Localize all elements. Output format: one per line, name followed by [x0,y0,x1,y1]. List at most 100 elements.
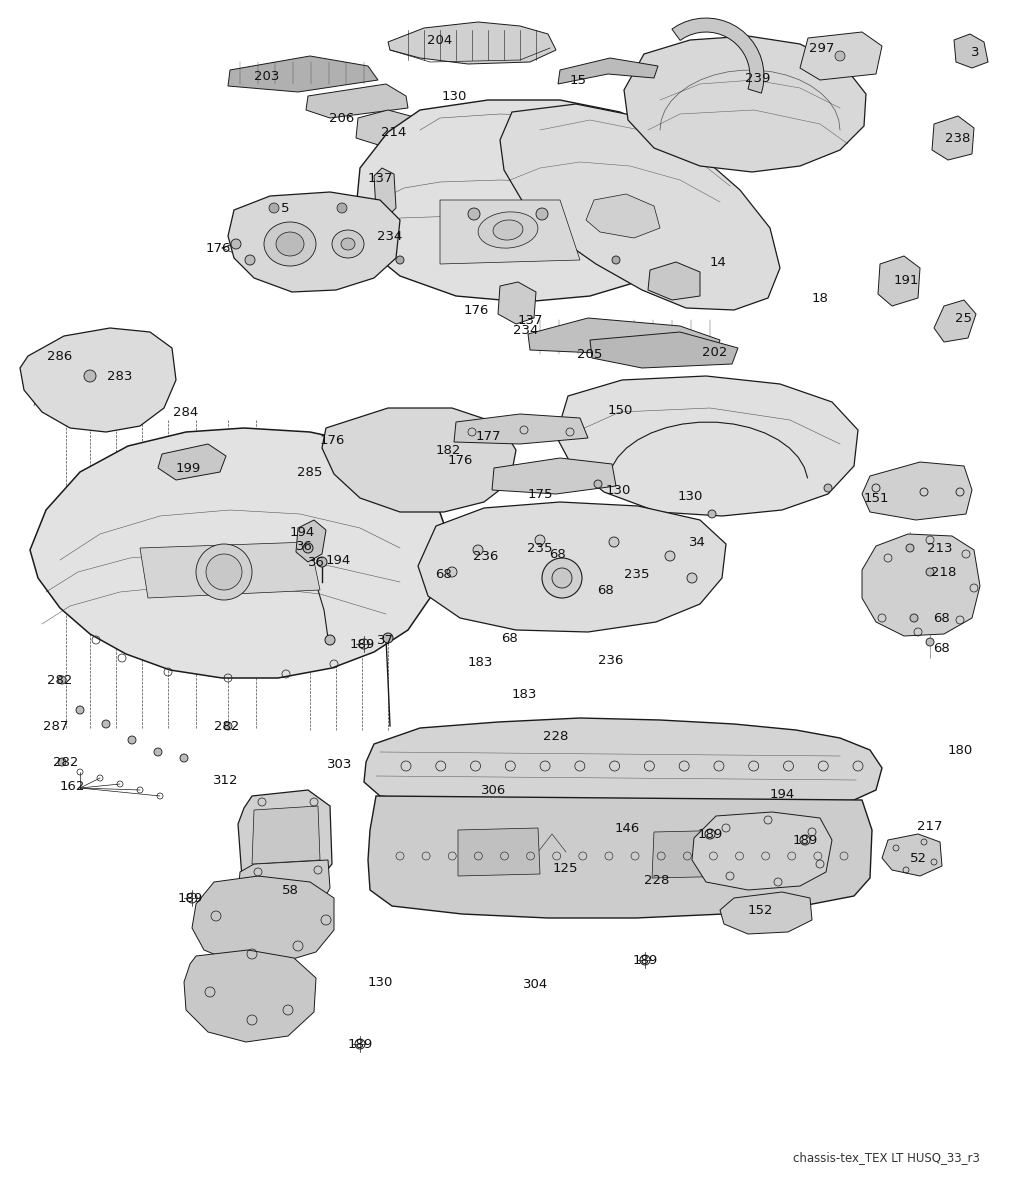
Text: 189: 189 [177,891,203,904]
Text: 239: 239 [745,71,771,84]
Circle shape [325,636,335,645]
Circle shape [76,706,84,714]
Polygon shape [30,428,444,678]
Circle shape [58,676,66,684]
Text: 176: 176 [447,454,473,467]
Polygon shape [492,459,616,494]
Text: 203: 203 [254,70,280,82]
Text: 234: 234 [513,323,539,336]
Text: 284: 284 [173,405,199,418]
Circle shape [665,551,675,561]
Text: 282: 282 [53,756,79,769]
Text: 68: 68 [598,584,614,598]
Polygon shape [322,407,516,512]
Polygon shape [652,830,742,878]
Text: 194: 194 [290,526,314,539]
Text: 34: 34 [688,537,706,550]
Text: 137: 137 [368,171,393,184]
Polygon shape [624,36,866,172]
Polygon shape [364,718,882,813]
Polygon shape [238,790,332,892]
Circle shape [231,239,241,249]
Circle shape [552,568,572,588]
Text: 152: 152 [748,904,773,916]
Polygon shape [692,813,831,890]
Circle shape [594,480,602,488]
Text: 194: 194 [769,788,795,801]
Text: 297: 297 [809,42,835,55]
Polygon shape [454,413,588,444]
Text: 189: 189 [697,828,723,840]
Text: 137: 137 [517,314,543,327]
Text: 176: 176 [463,303,488,316]
Polygon shape [184,950,316,1042]
Polygon shape [20,328,176,432]
Text: 68: 68 [435,569,453,581]
Polygon shape [882,834,942,876]
Polygon shape [418,503,726,632]
Text: chassis-tex_TEX LT HUSQ_33_r3: chassis-tex_TEX LT HUSQ_33_r3 [794,1151,980,1164]
Text: 213: 213 [928,542,952,555]
Polygon shape [672,18,764,93]
Polygon shape [648,263,700,301]
Text: 68: 68 [934,642,950,655]
Text: 228: 228 [644,873,670,886]
Text: 151: 151 [863,492,889,505]
Polygon shape [498,282,536,324]
Circle shape [317,557,327,567]
Text: 5: 5 [281,202,289,215]
Polygon shape [528,318,720,358]
Text: 146: 146 [614,821,640,834]
Text: 58: 58 [282,884,298,897]
Circle shape [154,748,162,756]
Circle shape [612,255,620,264]
Text: 25: 25 [955,311,973,324]
Circle shape [84,369,96,383]
Circle shape [128,737,136,744]
Text: 236: 236 [598,653,624,666]
Text: 36: 36 [307,556,325,569]
Text: 282: 282 [214,720,240,733]
Circle shape [926,568,934,576]
Text: 125: 125 [552,861,578,874]
Text: 234: 234 [377,229,402,242]
Circle shape [910,614,918,623]
Polygon shape [934,301,976,342]
Ellipse shape [341,238,355,249]
Text: 218: 218 [931,565,956,579]
Polygon shape [306,84,408,118]
Text: 202: 202 [702,346,728,359]
Ellipse shape [264,222,316,266]
Circle shape [447,567,457,577]
Polygon shape [862,462,972,520]
Text: 36: 36 [296,541,312,554]
Polygon shape [158,444,226,480]
Polygon shape [862,533,980,636]
Text: 162: 162 [59,781,85,794]
Text: 303: 303 [328,758,352,771]
Polygon shape [228,192,400,292]
Text: 199: 199 [175,461,201,474]
Polygon shape [374,168,396,216]
Text: 182: 182 [435,443,461,456]
Text: 189: 189 [349,638,375,651]
Polygon shape [238,860,330,920]
Text: 130: 130 [677,491,702,504]
Polygon shape [458,828,540,876]
Polygon shape [140,542,319,598]
Ellipse shape [478,211,538,248]
Text: 189: 189 [347,1037,373,1050]
Text: 312: 312 [213,773,239,786]
Text: 130: 130 [441,89,467,102]
Text: 205: 205 [578,348,603,361]
Text: 206: 206 [330,112,354,125]
Text: 189: 189 [633,954,657,967]
Circle shape [609,537,618,546]
Polygon shape [193,876,334,963]
Text: 282: 282 [47,674,73,687]
Circle shape [542,558,582,598]
Text: 177: 177 [475,430,501,443]
Polygon shape [556,375,858,516]
Text: 286: 286 [47,349,73,362]
Text: 183: 183 [467,656,493,669]
